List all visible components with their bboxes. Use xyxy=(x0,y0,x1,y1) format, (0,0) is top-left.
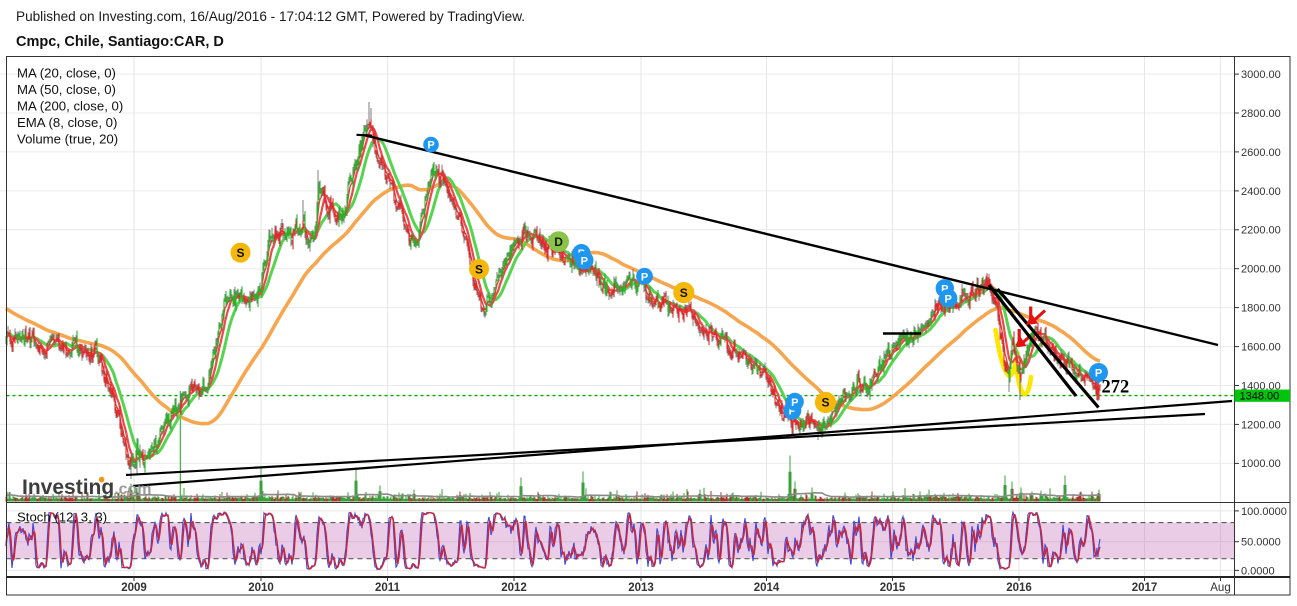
svg-text:P: P xyxy=(1095,368,1102,380)
svg-text:Volume (true, 20): Volume (true, 20) xyxy=(17,132,118,147)
svg-text:S: S xyxy=(236,246,244,260)
svg-text:Aug: Aug xyxy=(1210,582,1230,594)
svg-text:EMA (8, close, 0): EMA (8, close, 0) xyxy=(17,115,117,130)
svg-text:P: P xyxy=(427,140,434,152)
svg-text:P: P xyxy=(641,271,648,283)
svg-text:Stoch (12, 3, 3): Stoch (12, 3, 3) xyxy=(17,510,107,525)
svg-text:50.0000: 50.0000 xyxy=(1241,537,1281,549)
svg-text:P: P xyxy=(941,283,948,295)
svg-text:S: S xyxy=(475,262,483,276)
svg-text:S: S xyxy=(821,396,829,410)
svg-text:2400.00: 2400.00 xyxy=(1241,186,1281,198)
svg-text:P: P xyxy=(945,293,952,305)
svg-text:P: P xyxy=(581,255,588,267)
svg-text:2015: 2015 xyxy=(880,582,906,594)
svg-text:0.0000: 0.0000 xyxy=(1241,565,1275,577)
svg-text:2013: 2013 xyxy=(628,582,654,594)
svg-text:1800.00: 1800.00 xyxy=(1241,303,1281,315)
svg-text:2016: 2016 xyxy=(1006,582,1032,594)
svg-text:3000.00: 3000.00 xyxy=(1241,69,1281,81)
svg-text:1600.00: 1600.00 xyxy=(1241,342,1281,354)
svg-text:2012: 2012 xyxy=(501,582,527,594)
svg-text:2600.00: 2600.00 xyxy=(1241,147,1281,159)
svg-text:S: S xyxy=(680,286,688,300)
svg-text:2010: 2010 xyxy=(248,582,274,594)
svg-text:1348.00: 1348.00 xyxy=(1240,390,1280,402)
svg-text:2800.00: 2800.00 xyxy=(1241,108,1281,120)
svg-text:MA (200, close, 0): MA (200, close, 0) xyxy=(17,99,123,114)
svg-text:2000.00: 2000.00 xyxy=(1241,264,1281,276)
svg-text:Published on Investing.com, 16: Published on Investing.com, 16/Aug/2016 … xyxy=(16,9,525,24)
svg-text:2017: 2017 xyxy=(1132,582,1158,594)
svg-text:1400.00: 1400.00 xyxy=(1241,380,1281,392)
svg-text:D: D xyxy=(554,235,563,249)
svg-text:Cmpc, Chile, Santiago:CAR, D: Cmpc, Chile, Santiago:CAR, D xyxy=(16,34,224,50)
svg-text:MA (50, close, 0): MA (50, close, 0) xyxy=(17,82,116,97)
svg-text:2014: 2014 xyxy=(754,582,780,594)
svg-text:1200.00: 1200.00 xyxy=(1241,419,1281,431)
svg-text:Investing.com: Investing.com xyxy=(22,476,152,499)
svg-text:P: P xyxy=(791,397,798,409)
svg-text:2011: 2011 xyxy=(375,582,401,594)
svg-text:P: P xyxy=(789,406,796,418)
svg-text:100.0000: 100.0000 xyxy=(1241,506,1287,518)
svg-text:1000.00: 1000.00 xyxy=(1241,458,1281,470)
svg-text:MA (20, close, 0): MA (20, close, 0) xyxy=(17,66,116,81)
svg-text:2009: 2009 xyxy=(121,582,147,594)
svg-text:2200.00: 2200.00 xyxy=(1241,225,1281,237)
svg-text:272: 272 xyxy=(1102,378,1130,398)
